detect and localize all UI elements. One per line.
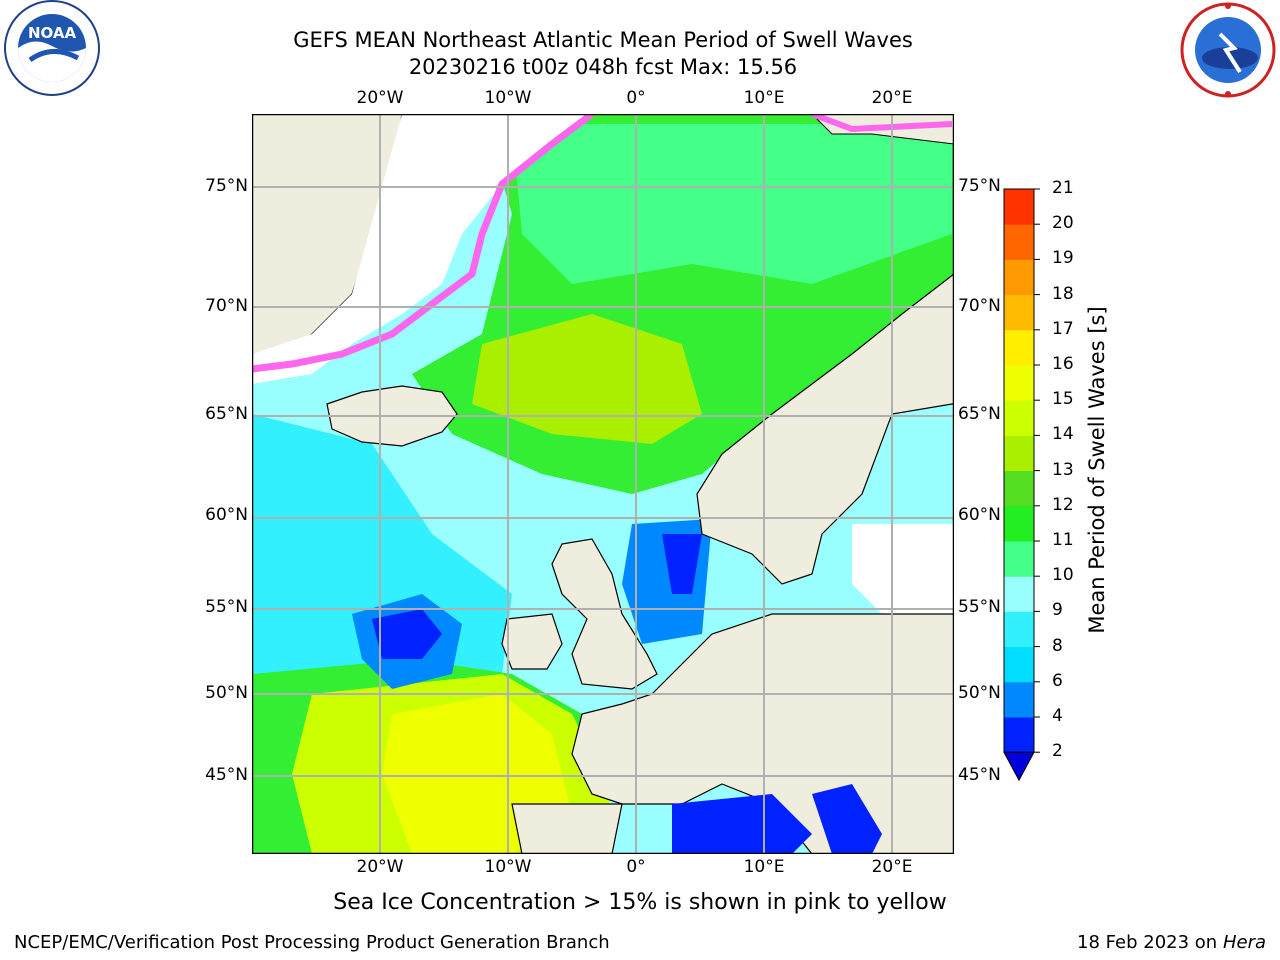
lat-label-left: 60°N (205, 505, 248, 525)
host-name: Hera (1222, 932, 1266, 953)
lon-label-top: 20°W (356, 88, 404, 108)
swell-period-map (252, 114, 954, 854)
map-frame (252, 114, 954, 854)
colorbar-segment (1004, 365, 1034, 401)
colorbar-segment (1004, 259, 1034, 296)
great-britain (551, 538, 658, 690)
colorbar-tick-label: 18 (1052, 283, 1074, 304)
lat-label-right: 45°N (958, 765, 1001, 785)
colorbar-segment (1004, 400, 1034, 436)
colorbar-segment (1004, 505, 1034, 542)
map-grid (252, 114, 954, 854)
lon-label-bottom: 20°E (871, 857, 913, 877)
map-title: GEFS MEAN Northeast Atlantic Mean Period… (293, 28, 913, 52)
lat-label-left: 70°N (205, 296, 248, 316)
lat-label-right: 65°N (958, 404, 1001, 424)
swell-low-patch (372, 609, 442, 659)
scandinavia (696, 273, 954, 585)
mediterranean-low-swell (672, 794, 812, 854)
lat-label-left: 75°N (205, 176, 248, 196)
colorbar-tick-label: 6 (1052, 670, 1063, 691)
greenland-ice-gap (252, 114, 592, 384)
colorbar-tick-label: 8 (1052, 635, 1063, 656)
generation-date-text: 18 Feb 2023 on (1077, 932, 1218, 953)
lon-label-top: 10°W (484, 88, 532, 108)
swell-12-13s-region (472, 314, 702, 444)
colorbar-segment (1004, 717, 1034, 753)
sea-ice-edge-svalbard (810, 114, 953, 133)
lat-label-left: 55°N (205, 597, 248, 617)
colorbar-segment (1004, 541, 1034, 577)
colorbar-tick-label: 21 (1052, 178, 1074, 198)
nws-logo (1180, 2, 1276, 98)
lon-label-bottom: 10°W (484, 857, 532, 877)
colorbar-tick-label: 4 (1052, 706, 1063, 726)
colorbar-tick-label: 10 (1052, 565, 1074, 586)
map-subtitle: 20230216 t00z 048h fcst Max: 15.56 (408, 55, 798, 79)
sea-ice-edge (252, 114, 595, 373)
colorbar-tick-label: 2 (1052, 741, 1063, 762)
colorbar-label: Mean Period of Swell Waves [s] (1085, 306, 1109, 634)
lon-label-bottom: 0° (626, 857, 646, 877)
generation-date: 18 Feb 2023 on Hera (1077, 932, 1266, 953)
noaa-logo: NOAA (4, 0, 100, 96)
colorbar-tick-label: 20 (1052, 213, 1074, 234)
colorbar-tick-label: 15 (1052, 389, 1074, 410)
lat-label-right: 70°N (958, 296, 1001, 316)
colorbar-tick-label: 11 (1052, 530, 1074, 550)
ireland (501, 613, 563, 670)
producer-credit: NCEP/EMC/Verification Post Processing Pr… (14, 932, 610, 953)
swell-9-10s-region (512, 124, 952, 284)
colorbar (1003, 188, 1040, 782)
lon-label-bottom: 10°E (743, 857, 785, 877)
colorbar-segment (1004, 294, 1034, 331)
colorbar-tick-label: 16 (1052, 354, 1074, 374)
colorbar-segment (1004, 329, 1034, 366)
lat-label-left: 45°N (205, 765, 248, 785)
colorbar-tick-label: 12 (1052, 494, 1074, 515)
northsea-lowest-patch (662, 534, 702, 594)
lon-label-top: 10°E (743, 88, 785, 108)
sea-ice-footnote: Sea Ice Concentration > 15% is shown in … (333, 890, 947, 915)
colorbar-segment (1004, 611, 1034, 648)
lat-label-right: 60°N (958, 505, 1001, 525)
colorbar-segment (1004, 435, 1034, 472)
colorbar-extend-triangle (1003, 751, 1035, 782)
lon-label-bottom: 20°W (356, 857, 404, 877)
colorbar-segment (1004, 576, 1034, 612)
lon-label-top: 0° (626, 88, 646, 108)
colorbar-tick-label: 9 (1052, 600, 1063, 621)
colorbar-segment (1004, 470, 1034, 507)
adriatic-low-swell (812, 784, 882, 854)
lon-label-top: 20°E (871, 88, 913, 108)
lat-label-right: 50°N (958, 683, 1001, 703)
colorbar-tick-label: 14 (1052, 424, 1074, 445)
colorbar-tick-label: 17 (1052, 318, 1074, 339)
colorbar-segment (1004, 224, 1034, 260)
baltic-sea (852, 524, 954, 614)
colorbar-segment (1004, 646, 1034, 683)
colorbar-tick-label: 13 (1052, 459, 1074, 480)
svg-text:NOAA: NOAA (28, 24, 77, 42)
lat-label-right: 55°N (958, 597, 1001, 617)
lat-label-left: 65°N (205, 404, 248, 424)
colorbar-tick-label: 19 (1052, 248, 1074, 269)
lat-label-left: 50°N (205, 683, 248, 703)
colorbar-segment (1004, 681, 1034, 718)
iberia (511, 803, 623, 854)
lat-label-right: 75°N (958, 176, 1001, 196)
colorbar-segment (1004, 189, 1034, 225)
